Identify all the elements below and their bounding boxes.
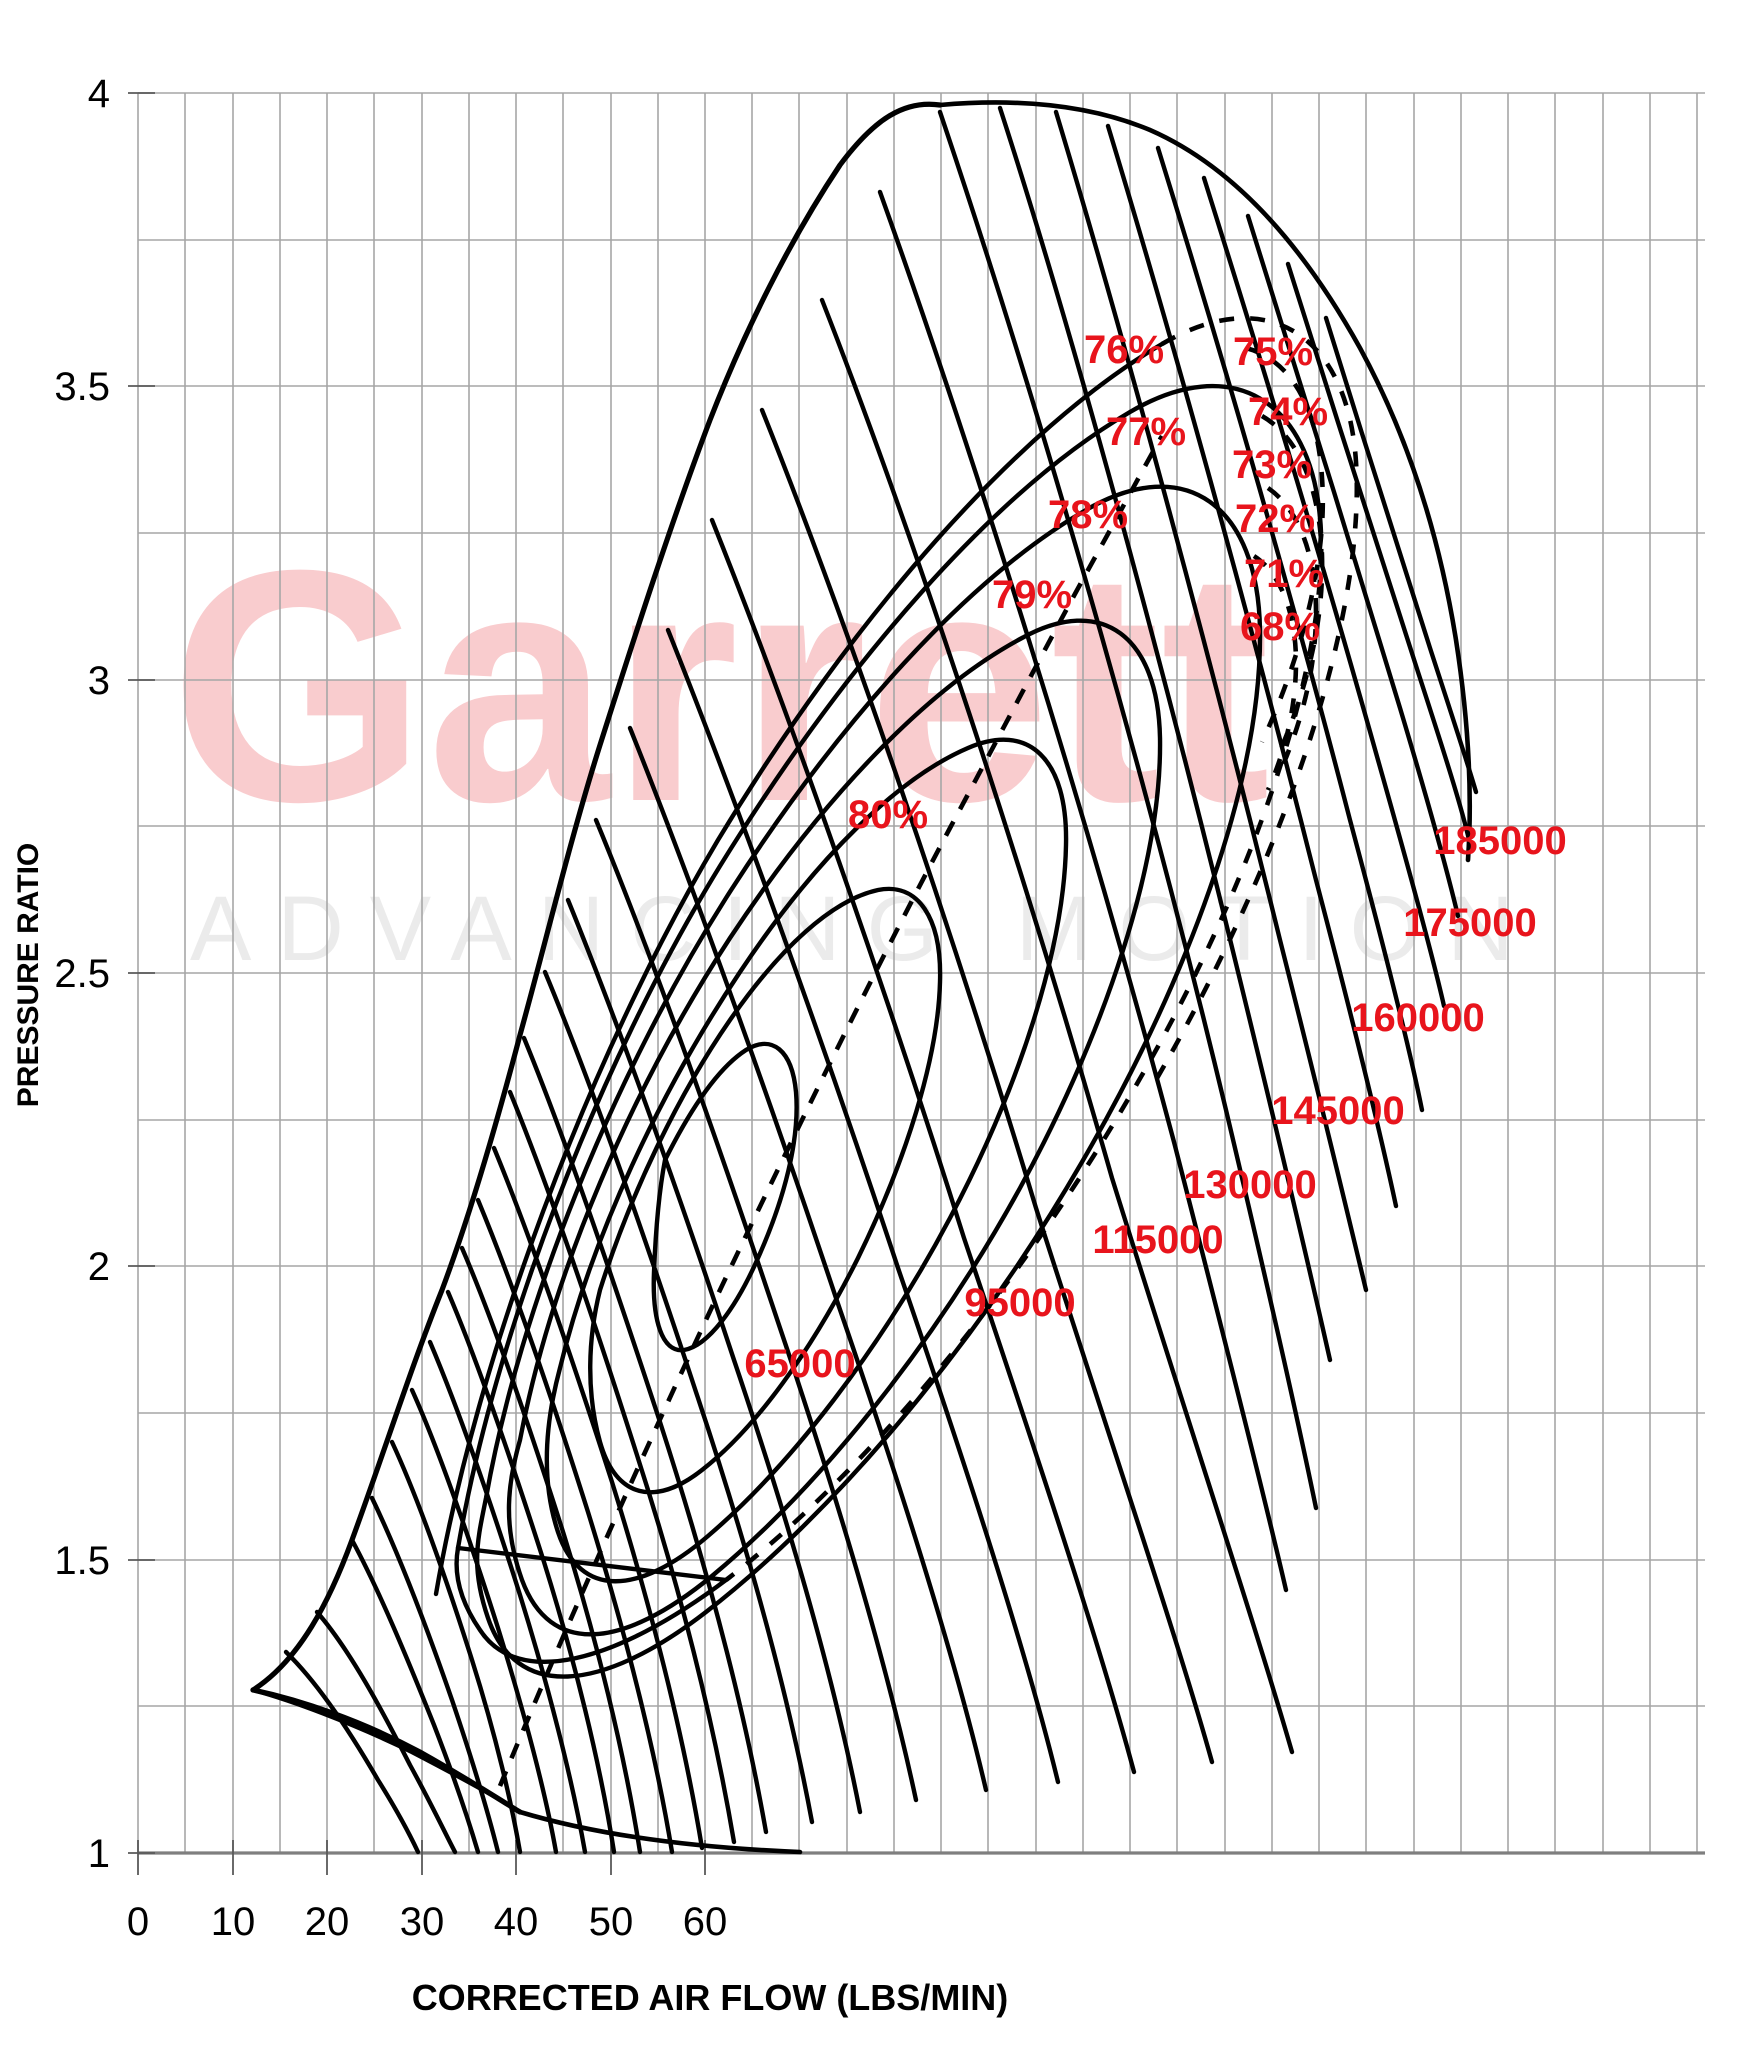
eff-label-75: 75% [1233, 330, 1313, 374]
y-axis-title: PRESSURE RATIO [12, 843, 45, 1107]
x-axis-title: CORRECTED AIR FLOW (LBS/MIN) [412, 1977, 1009, 2018]
speed-line-fan-7 [1285, 261, 1473, 847]
eff-label-76: 76% [1084, 328, 1164, 372]
y-tick-label-1: 1 [88, 1832, 110, 1876]
upper-fan-speed-lines [997, 105, 1479, 1363]
speed-line-fan-6 [1245, 213, 1461, 919]
speed-line-100000 [427, 1339, 588, 1855]
eff-label-74: 74% [1248, 390, 1328, 434]
eff-island-80 [651, 1041, 799, 1353]
eff-island-68-dashed [1252, 554, 1299, 791]
speed-line-185000 [819, 297, 1295, 1755]
speed-labels-group: 185000 175000 160000 145000 130000 11500… [744, 819, 1566, 1386]
grid-group-right [751, 93, 1698, 1853]
speed-line-fan-3 [1105, 123, 1399, 1209]
speed-line-65000 [250, 1687, 523, 1815]
speed-lines-group [250, 109, 1319, 1855]
choke-line [937, 100, 1473, 863]
efficiency-labels-group: 76% 75% 74% 77% 73% 78% 72% 71% 79% 68% … [848, 328, 1328, 837]
y-tick-label-2: 2 [88, 1245, 110, 1289]
eff-island-73-dashed [1245, 345, 1326, 743]
speed-label-130000: 130000 [1183, 1163, 1316, 1207]
efficiency-islands-group [433, 316, 1360, 1679]
x-tick-label-20: 20 [305, 1900, 350, 1944]
eff-label-68: 68% [1240, 605, 1320, 649]
speed-line-110000 [459, 1245, 643, 1855]
speed-label-175000: 175000 [1403, 901, 1536, 945]
watermark-brand: Garrett [170, 501, 1270, 870]
axis-group [128, 92, 1705, 1875]
speed-line-75000 [314, 1609, 458, 1855]
speed-line-fan-8 [1323, 315, 1479, 795]
speed-line-fan-1 [997, 105, 1333, 1363]
eff-label-78: 78% [1048, 493, 1128, 537]
x-tick-label-10: 10 [211, 1900, 256, 1944]
x-tick-label-30: 30 [400, 1900, 445, 1944]
eff-label-72: 72% [1235, 497, 1315, 541]
speed-line-95000 [409, 1387, 559, 1855]
speed-label-145000: 145000 [1271, 1089, 1404, 1133]
speed-line-190000 [877, 189, 1289, 1593]
x-tick-label-40: 40 [494, 1900, 539, 1944]
y-tick-label-2-5: 2.5 [54, 952, 110, 996]
peak-efficiency-ridge-line [497, 434, 1164, 1787]
eff-island-75-lower [454, 1545, 732, 1664]
x-tick-label-0: 0 [127, 1900, 149, 1944]
y-tick-labels: 4 3.5 3 2.5 2 1.5 1 [54, 72, 110, 1876]
speed-line-115000 [475, 1197, 675, 1855]
x-tick-label-60: 60 [683, 1900, 728, 1944]
speed-line-fan-5 [1201, 175, 1447, 1009]
speed-line-70000 [283, 1649, 421, 1855]
watermark-group: Garrett ADVANCING MOTION [170, 501, 1514, 980]
eff-island-76 [474, 484, 1263, 1679]
map-lower-right-edge [517, 1809, 803, 1855]
eff-label-73: 73% [1232, 443, 1312, 487]
surge-line [250, 101, 943, 1693]
speed-line-80000 [349, 1537, 481, 1855]
y-tick-label-1-5: 1.5 [54, 1539, 110, 1583]
y-tick-label-3-5: 3.5 [54, 365, 110, 409]
eff-island-71-dashed [1266, 486, 1319, 773]
speed-line-90000 [389, 1439, 523, 1855]
speed-label-160000: 160000 [1351, 996, 1484, 1040]
speed-line-180000 [759, 407, 1215, 1765]
eff-label-80: 80% [848, 793, 928, 837]
eff-label-71: 71% [1244, 552, 1324, 596]
eff-label-79: 79% [992, 573, 1072, 617]
y-tick-label-3: 3 [88, 659, 110, 703]
speed-label-65000: 65000 [744, 1342, 855, 1386]
x-tick-labels: 0 10 20 30 40 50 60 [127, 1900, 727, 1944]
speed-label-185000: 185000 [1433, 819, 1566, 863]
grid-group [137, 92, 1705, 1853]
x-tick-label-50: 50 [589, 1900, 634, 1944]
eff-island-78 [544, 737, 1069, 1584]
eff-island-77 [506, 618, 1163, 1637]
eff-island-75 [455, 384, 1323, 1551]
speed-label-115000: 115000 [1092, 1218, 1223, 1262]
speed-line-fan-2 [1053, 109, 1369, 1293]
eff-island-79 [588, 886, 943, 1495]
eff-island-72-dashed [1260, 414, 1325, 761]
eff-island-74 [433, 341, 1165, 1597]
eff-label-77: 77% [1106, 410, 1186, 454]
speed-line-85000 [369, 1495, 501, 1855]
speed-line-fan-4 [1155, 145, 1425, 1113]
y-tick-label-4: 4 [88, 72, 110, 116]
speed-label-95000: 95000 [964, 1281, 1075, 1325]
speed-line-105000 [445, 1289, 617, 1855]
